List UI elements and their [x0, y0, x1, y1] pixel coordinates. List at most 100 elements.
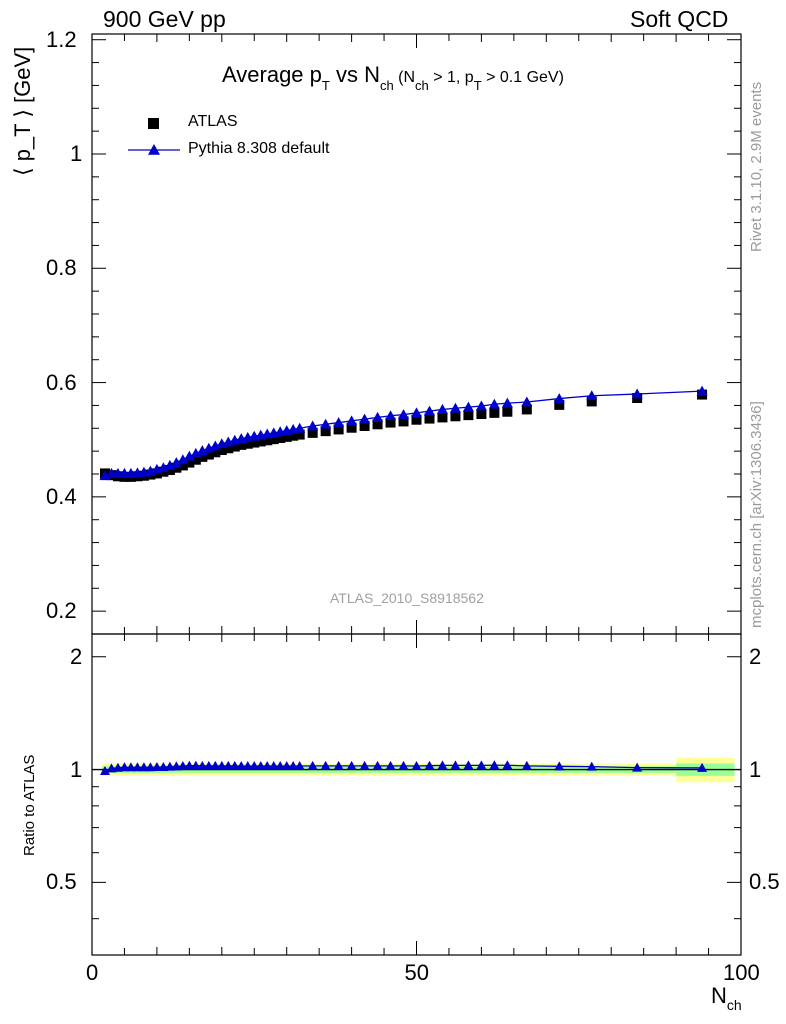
y-tick-label: 1	[70, 141, 83, 166]
header-energy-label: 900 GeV pp	[103, 6, 226, 32]
pythia-data-point	[359, 413, 371, 424]
atlas-data-point	[502, 406, 513, 417]
atlas-data-point	[262, 435, 273, 446]
atlas-data-point	[385, 417, 396, 428]
ratio-y-tick-label-right: 2	[749, 643, 762, 669]
ratio-pythia-point	[450, 760, 461, 770]
pythia-data-point	[320, 418, 332, 429]
ratio-y-tick-label-right: 1	[749, 756, 762, 782]
ratio-pythia-point	[275, 761, 286, 771]
ratio-pythia-point	[229, 760, 240, 770]
x-axis-label-sub: ch	[726, 997, 742, 1013]
ratio-pythia-point	[119, 762, 130, 772]
pythia-data-point	[488, 398, 500, 409]
title-cut-sub2: T	[473, 78, 482, 93]
ratio-pythia-point	[164, 761, 175, 771]
mcplots-reference-label: mcplots.cern.ch [arXiv:1306.3436]	[748, 401, 765, 628]
atlas-data-point	[190, 454, 201, 465]
ratio-pythia-point	[333, 760, 344, 770]
atlas-data-point	[255, 436, 266, 447]
ratio-pythia-point	[236, 761, 247, 771]
ratio-pythia-point	[411, 761, 422, 771]
ratio-pythia-point	[255, 761, 266, 771]
pythia-data-point	[346, 415, 358, 426]
y-tick-label: 0.2	[46, 598, 77, 624]
ratio-y-tick-label: 0.5	[46, 869, 77, 895]
ratio-pythia-point	[398, 760, 409, 770]
pythia-data-point	[462, 401, 474, 412]
legend-atlas-marker	[148, 118, 159, 129]
ratio-pythia-point	[359, 760, 370, 770]
atlas-data-point	[275, 433, 286, 443]
atlas-data-point	[359, 421, 370, 431]
atlas-data-point	[229, 441, 240, 452]
plot-title: Average pT vs Nch (Nch > 1, pT > 0.1 GeV…	[222, 64, 564, 93]
ratio-pythia-point	[294, 761, 305, 771]
ratio-pythia-point	[281, 761, 292, 771]
atlas-data-point	[216, 445, 227, 455]
ratio-pythia-point	[249, 761, 260, 771]
x-tick-label: 100	[723, 960, 760, 985]
ratio-pythia-point	[437, 760, 448, 770]
pythia-data-point	[411, 407, 422, 418]
atlas-data-point	[346, 422, 357, 433]
title-sub2: ch	[379, 78, 394, 93]
pythia-data-point	[170, 457, 182, 467]
ratio-y-tick-label: 2	[70, 643, 83, 669]
atlas-data-point	[586, 396, 597, 407]
ratio-pythia-point	[307, 760, 318, 770]
legend-entry-atlas: ATLAS	[188, 113, 238, 130]
ratio-pythia-point	[158, 761, 169, 771]
header-category-label: Soft QCD	[630, 6, 729, 32]
pythia-data-point	[553, 393, 565, 403]
atlas-data-point	[268, 434, 279, 445]
pythia-data-point	[385, 410, 397, 421]
atlas-data-point	[281, 431, 292, 442]
ratio-pythia-point	[190, 760, 201, 770]
atlas-data-point	[411, 414, 422, 425]
ratio-plot-frame	[91, 633, 742, 956]
ratio-frame-border	[91, 633, 742, 956]
ratio-pythia-point	[223, 760, 234, 770]
ratio-pythia-point	[138, 762, 149, 772]
atlas-data-point	[294, 429, 305, 440]
x-axis-label-main: N	[711, 983, 727, 1008]
title-cut-end: > 0.1 GeV)	[481, 69, 564, 86]
ratio-pythia-point	[476, 760, 487, 770]
y-axis-label-ratio: Ratio to ATLAS	[21, 754, 38, 856]
pythia-data-point	[177, 454, 189, 465]
y-axis-label-main: ⟨ p_T ⟩ [GeV]	[10, 46, 35, 176]
atlas-data-point	[242, 438, 253, 449]
atlas-data-point	[223, 443, 234, 454]
pythia-data-point	[475, 400, 487, 411]
ratio-pythia-point	[171, 761, 182, 771]
atlas-data-point	[236, 439, 247, 450]
atlas-data-point	[249, 437, 260, 448]
ratio-pythia-point	[125, 762, 136, 772]
ratio-pythia-point	[145, 762, 156, 772]
ratio-pythia-point	[262, 761, 273, 771]
ratio-pythia-point	[132, 762, 143, 772]
y-tick-label: 0.6	[46, 369, 77, 395]
atlas-data-point	[288, 430, 299, 441]
y-tick-label: 0.8	[46, 255, 77, 281]
atlas-data-point	[164, 465, 175, 475]
atlas-data-point	[320, 426, 331, 437]
main-plot-series	[99, 385, 708, 482]
ratio-pythia-point	[268, 761, 279, 771]
title-cut-sub1: ch	[415, 78, 429, 93]
ratio-pythia-point	[288, 761, 299, 771]
legend-pythia-marker	[148, 144, 160, 155]
ratio-y-tick-label-right: 0.5	[749, 869, 780, 895]
x-tick-label: 50	[404, 960, 429, 985]
ratio-pythia-point	[521, 760, 532, 770]
title-cut-start: (N	[393, 69, 416, 86]
ratio-y-tick-label: 1	[70, 756, 83, 782]
pythia-data-point	[307, 420, 319, 431]
atlas-data-point	[171, 462, 182, 473]
ratio-pythia-point	[554, 761, 565, 771]
pythia-data-point	[436, 403, 448, 414]
pythia-data-point	[183, 450, 195, 461]
ratio-pythia-line	[104, 764, 703, 772]
